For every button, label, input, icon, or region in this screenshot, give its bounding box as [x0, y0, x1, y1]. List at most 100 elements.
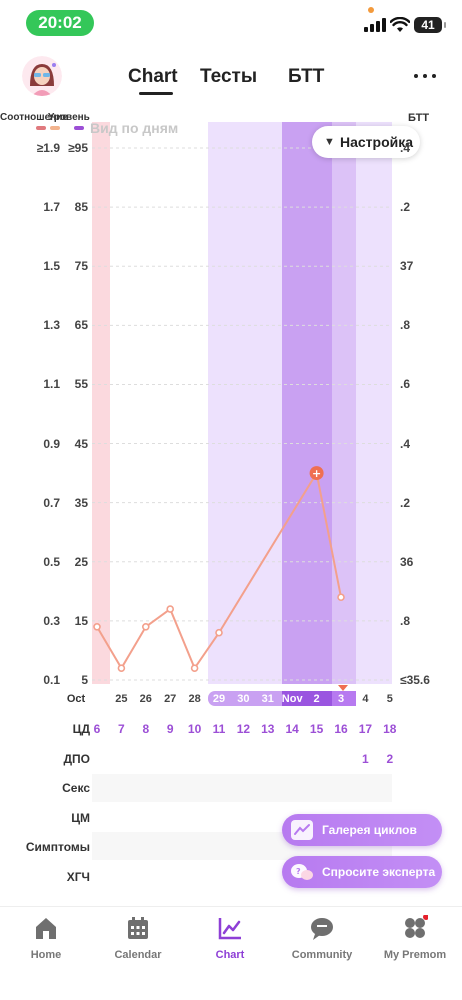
symptoms-label: Симптомы	[25, 840, 90, 854]
date-label: 30	[237, 693, 249, 705]
date-labels: Oct 25 26 27 28 29 30 31 Nov 2 3 4 5	[67, 693, 393, 705]
legend-ratio: Соотношение	[0, 112, 68, 123]
cd-day: 15	[309, 722, 324, 736]
dpo-label: ДПО	[63, 752, 90, 766]
cd-label: ЦД	[72, 722, 90, 736]
community-icon	[309, 915, 335, 941]
hcg-label: ХГЧ	[66, 870, 90, 884]
date-label: 2	[314, 693, 320, 705]
signal-icon	[364, 18, 386, 32]
battery-icon: 41	[414, 17, 446, 33]
y-tick-ratio: 1.1	[43, 377, 60, 392]
top-header: Chart Тесты БТТ	[0, 52, 462, 102]
bottom-navigation: Home Calendar Chart Community My Premom	[0, 906, 462, 1000]
date-label: 28	[188, 693, 200, 705]
ask-expert-label: Спросите эксперта	[322, 865, 436, 879]
cd-day: 11	[212, 722, 226, 736]
avatar[interactable]	[22, 56, 62, 96]
series-layer: +	[93, 466, 345, 672]
nav-chart-label: Chart	[215, 949, 245, 961]
y-tick-level: 5	[81, 673, 88, 687]
nav-community[interactable]: Community	[277, 915, 367, 961]
y-tick-level: 35	[74, 495, 88, 510]
y-tick-level: 55	[74, 377, 88, 392]
wifi-icon	[390, 17, 410, 32]
data-point	[142, 622, 150, 631]
y-tick-ratio: 0.9	[43, 436, 60, 451]
nav-chart[interactable]: Chart	[185, 915, 275, 961]
tab-bbt[interactable]: БТТ	[288, 66, 325, 87]
y-tick-bbt: 36	[400, 554, 414, 569]
date-label: 4	[362, 693, 369, 705]
y-tick-ratio: 1.5	[43, 259, 60, 274]
dpo-day: 1	[362, 752, 369, 766]
date-label: 26	[140, 693, 152, 705]
cd-day: 9	[166, 722, 174, 736]
privacy-indicator-icon	[368, 7, 374, 13]
nav-home-label: Home	[30, 949, 62, 961]
cd-day: 13	[261, 722, 275, 736]
cd-day: 12	[236, 722, 251, 736]
date-strip-selected	[332, 691, 356, 706]
level-series-line	[96, 470, 342, 671]
more-dots-icon[interactable]	[414, 74, 436, 80]
cd-day: 6	[93, 722, 101, 736]
data-point	[337, 593, 345, 602]
date-label: 27	[164, 693, 176, 705]
ask-expert-icon: ?	[291, 864, 313, 880]
ovulation-band-light	[332, 122, 356, 684]
legend-swatches	[36, 126, 84, 130]
y-tick-ratio: 0.3	[43, 613, 60, 628]
my-premom-icon	[402, 914, 429, 941]
date-label: 25	[115, 693, 127, 705]
y-tick-bbt: .8	[400, 613, 411, 628]
y-tick-bbt: .2	[400, 495, 411, 510]
sex-row-band[interactable]	[92, 774, 392, 802]
tab-chart[interactable]: Chart	[128, 66, 178, 87]
cd-day: 17	[358, 722, 373, 736]
y-tick-level: 45	[74, 436, 88, 451]
y-tick-bbt: .6	[400, 377, 411, 392]
cd-day: 14	[285, 722, 299, 736]
date-label: 3	[338, 693, 344, 705]
y-tick-level: ≥95	[68, 141, 88, 155]
gallery-chart-icon	[291, 820, 313, 840]
y-tick-bbt: .2	[400, 200, 411, 215]
date-label: 29	[213, 693, 225, 705]
svg-text:?: ?	[296, 867, 301, 876]
nav-my-premom[interactable]: My Premom	[370, 914, 460, 961]
cd-day: 7	[118, 722, 125, 736]
y-tick-ratio: ≥1.9	[36, 141, 60, 155]
legend-bbt: БТТ	[408, 112, 430, 124]
month-label: Oct	[67, 693, 86, 705]
cd-day: 16	[334, 722, 348, 736]
cycle-gallery-button[interactable]: Галерея циклов	[282, 814, 442, 846]
tab-tests[interactable]: Тесты	[200, 66, 258, 87]
peak-plus-icon: +	[312, 467, 321, 480]
y-tick-level: 25	[74, 554, 88, 569]
chart-icon	[217, 915, 243, 941]
y-tick-ratio: 0.7	[43, 495, 60, 510]
view-by-days-label[interactable]: Вид по дням	[90, 120, 179, 136]
cm-label: ЦМ	[71, 811, 90, 825]
y-tick-bbt: ≤35.6	[400, 673, 430, 687]
nav-calendar[interactable]: Calendar	[93, 915, 183, 961]
legend-level: Уровень	[48, 112, 90, 123]
date-label: 31	[262, 693, 274, 705]
settings-button[interactable]: ▼ Настройка	[312, 126, 420, 158]
nav-my-premom-label: My Premom	[383, 949, 447, 961]
selected-day-marker-icon	[338, 685, 348, 691]
cycle-chart: + Oct 25 26 27 28 29 30 31 Nov 2 3 4 5 Соотношение У…	[0, 104, 462, 744]
y-tick-level: 85	[74, 200, 88, 215]
date-label: 5	[387, 693, 393, 705]
chart-canvas[interactable]: + Oct 25 26 27 28 29 30 31 Nov 2 3 4 5	[0, 104, 462, 744]
period-band	[92, 122, 110, 684]
date-strip-ovulation	[282, 691, 332, 706]
nav-home[interactable]: Home	[1, 915, 91, 961]
cd-day: 18	[383, 722, 397, 736]
cd-day: 8	[142, 722, 150, 736]
nav-community-label: Community	[291, 949, 353, 961]
settings-label: Настройка	[340, 134, 414, 150]
ovulation-band	[282, 122, 332, 684]
ask-expert-button[interactable]: ? Спросите эксперта	[282, 856, 442, 888]
